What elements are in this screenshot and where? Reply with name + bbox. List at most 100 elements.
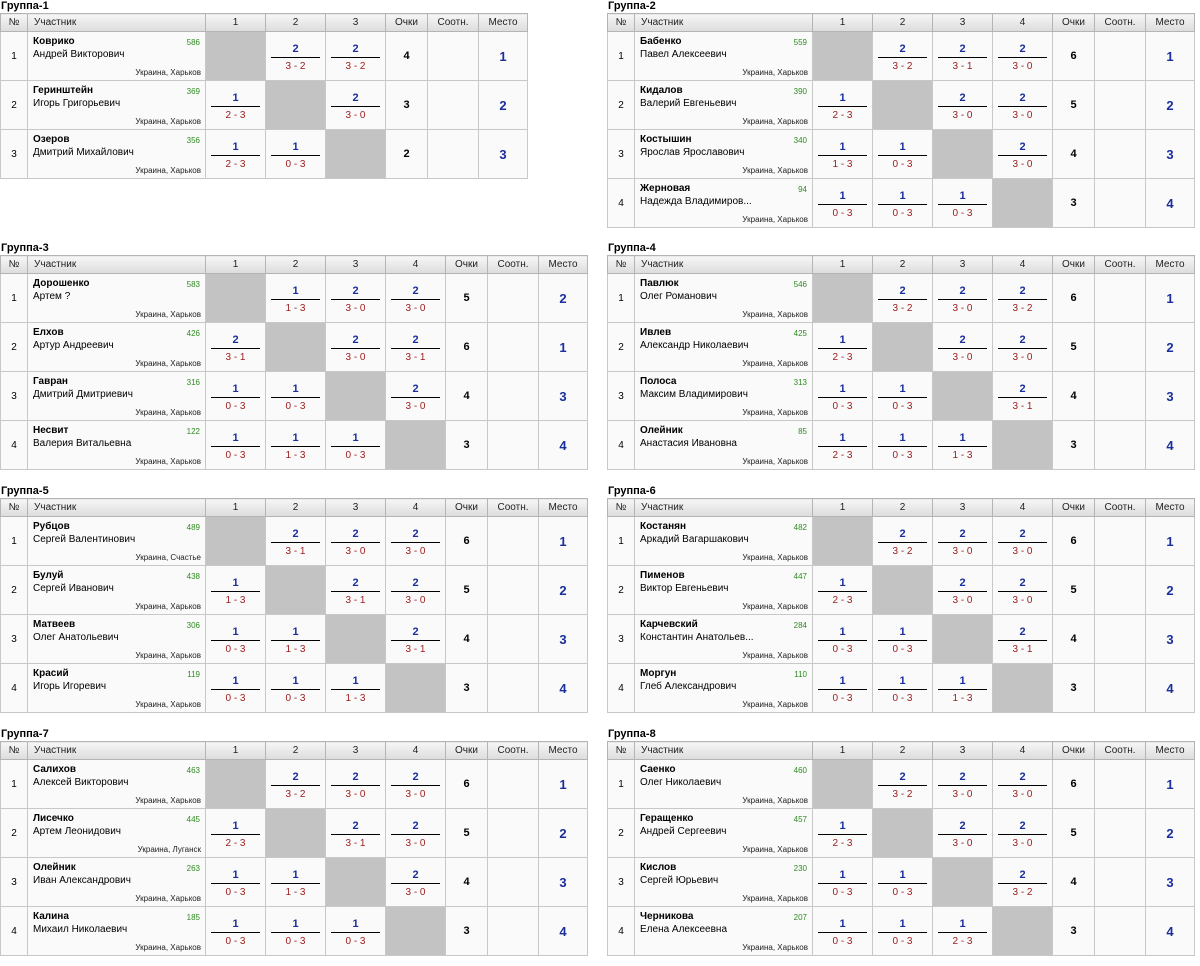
match-result-cell[interactable]: 1 0 - 3: [812, 371, 873, 421]
match-result-cell[interactable]: 1 1 - 3: [205, 565, 266, 615]
header-opponent-2[interactable]: 2: [872, 255, 933, 274]
match-result-cell[interactable]: 2 3 - 0: [325, 759, 386, 809]
header-no[interactable]: №: [0, 741, 28, 760]
match-result-cell[interactable]: 2 3 - 2: [992, 273, 1053, 323]
header-ratio[interactable]: Соотн.: [1094, 498, 1146, 517]
match-result-cell[interactable]: 2 3 - 0: [992, 31, 1053, 81]
header-ratio[interactable]: Соотн.: [487, 255, 539, 274]
header-no[interactable]: №: [607, 255, 635, 274]
header-opponent-4[interactable]: 4: [385, 498, 446, 517]
participant-cell[interactable]: Гавран Дмитрий Дмитриевич 316 Украина, Харь…: [27, 371, 206, 421]
match-result-cell[interactable]: 2 3 - 1: [325, 565, 386, 615]
player-last-name[interactable]: Кидалов: [640, 85, 683, 96]
participant-cell[interactable]: Олейник Иван Александрович 263 Украина, Хар…: [27, 857, 206, 907]
match-result-cell[interactable]: 1 0 - 3: [812, 857, 873, 907]
header-place[interactable]: Место: [1145, 13, 1195, 32]
header-participant[interactable]: Участник: [27, 498, 206, 517]
header-opponent-3[interactable]: 3: [932, 741, 993, 760]
header-place[interactable]: Место: [1145, 741, 1195, 760]
participant-cell[interactable]: Калина Михаил Николаевич 185 Украина, Харьк…: [27, 906, 206, 956]
header-points[interactable]: Очки: [1052, 498, 1095, 517]
player-last-name[interactable]: Озеров: [33, 134, 70, 145]
match-result-cell[interactable]: 2 3 - 0: [385, 565, 446, 615]
match-result-cell[interactable]: 2 3 - 1: [325, 808, 386, 858]
player-last-name[interactable]: Калина: [33, 911, 69, 922]
match-result-cell[interactable]: 2 3 - 0: [932, 322, 993, 372]
header-opponent-2[interactable]: 2: [872, 741, 933, 760]
header-participant[interactable]: Участник: [634, 13, 813, 32]
header-opponent-1[interactable]: 1: [812, 255, 873, 274]
match-result-cell[interactable]: 2 3 - 0: [932, 565, 993, 615]
match-result-cell[interactable]: 1 0 - 3: [812, 906, 873, 956]
match-result-cell[interactable]: 2 3 - 0: [992, 129, 1053, 179]
participant-cell[interactable]: Коврико Андрей Викторович 586 Украина, Харь…: [27, 31, 206, 81]
player-last-name[interactable]: Геринштейн: [33, 85, 93, 96]
match-result-cell[interactable]: 2 3 - 0: [992, 565, 1053, 615]
match-result-cell[interactable]: 2 3 - 2: [265, 31, 326, 81]
header-no[interactable]: №: [607, 13, 635, 32]
match-result-cell[interactable]: 1 0 - 3: [265, 371, 326, 421]
header-points[interactable]: Очки: [445, 255, 488, 274]
player-last-name[interactable]: Бабенко: [640, 36, 682, 47]
participant-cell[interactable]: Лисечко Артем Леонидович 445 Украина, Луган…: [27, 808, 206, 858]
header-place[interactable]: Место: [478, 13, 528, 32]
participant-cell[interactable]: Жерновая Надежда Владимиров... 94 Украина, …: [634, 178, 813, 228]
player-last-name[interactable]: Полоса: [640, 376, 677, 387]
player-last-name[interactable]: Ивлев: [640, 327, 672, 338]
participant-cell[interactable]: Озеров Дмитрий Михайлович 356 Украина, Харь…: [27, 129, 206, 179]
participant-cell[interactable]: Карчевский Константин Анатольев... 284 Укра…: [634, 614, 813, 664]
header-opponent-1[interactable]: 1: [205, 741, 266, 760]
participant-cell[interactable]: Дорошенко Артем ? 583 Украина, Харьков: [27, 273, 206, 323]
match-result-cell[interactable]: 1 0 - 3: [872, 906, 933, 956]
header-participant[interactable]: Участник: [634, 741, 813, 760]
match-result-cell[interactable]: 2 3 - 0: [385, 273, 446, 323]
match-result-cell[interactable]: 1 1 - 3: [265, 273, 326, 323]
match-result-cell[interactable]: 1 0 - 3: [812, 178, 873, 228]
match-result-cell[interactable]: 2 3 - 0: [325, 322, 386, 372]
player-last-name[interactable]: Матвеев: [33, 619, 76, 630]
match-result-cell[interactable]: 1 1 - 3: [265, 857, 326, 907]
match-result-cell[interactable]: 1 0 - 3: [205, 614, 266, 664]
participant-cell[interactable]: Елхов Артур Андреевич 426 Украина, Харьков: [27, 322, 206, 372]
participant-cell[interactable]: Павлюк Олег Романович 546 Украина, Харьков: [634, 273, 813, 323]
match-result-cell[interactable]: 1 0 - 3: [872, 371, 933, 421]
player-last-name[interactable]: Елхов: [33, 327, 64, 338]
player-last-name[interactable]: Коврико: [33, 36, 75, 47]
player-last-name[interactable]: Булуй: [33, 570, 64, 581]
participant-cell[interactable]: Булуй Сергей Иванович 438 Украина, Харьков: [27, 565, 206, 615]
match-result-cell[interactable]: 1 2 - 3: [812, 808, 873, 858]
match-result-cell[interactable]: 1 2 - 3: [812, 80, 873, 130]
participant-cell[interactable]: Геращенко Андрей Сергеевич 457 Украина, Хар…: [634, 808, 813, 858]
header-participant[interactable]: Участник: [27, 255, 206, 274]
participant-cell[interactable]: Пименов Виктор Евгеньевич 447 Украина, Харь…: [634, 565, 813, 615]
player-last-name[interactable]: Лисечко: [33, 813, 74, 824]
match-result-cell[interactable]: 1 0 - 3: [872, 663, 933, 713]
participant-cell[interactable]: Черникова Елена Алексеевна 207 Украина, Хар…: [634, 906, 813, 956]
player-last-name[interactable]: Салихов: [33, 764, 76, 775]
header-opponent-2[interactable]: 2: [265, 498, 326, 517]
match-result-cell[interactable]: 1 2 - 3: [812, 322, 873, 372]
match-result-cell[interactable]: 1 2 - 3: [205, 129, 266, 179]
match-result-cell[interactable]: 2 3 - 0: [385, 371, 446, 421]
player-last-name[interactable]: Рубцов: [33, 521, 70, 532]
match-result-cell[interactable]: 1 2 - 3: [932, 906, 993, 956]
header-place[interactable]: Место: [538, 498, 588, 517]
match-result-cell[interactable]: 2 3 - 0: [385, 516, 446, 566]
match-result-cell[interactable]: 2 3 - 0: [932, 516, 993, 566]
match-result-cell[interactable]: 2 3 - 0: [325, 516, 386, 566]
header-opponent-2[interactable]: 2: [265, 13, 326, 32]
header-opponent-4[interactable]: 4: [992, 741, 1053, 760]
header-opponent-1[interactable]: 1: [812, 498, 873, 517]
header-ratio[interactable]: Соотн.: [1094, 255, 1146, 274]
match-result-cell[interactable]: 2 3 - 2: [872, 759, 933, 809]
header-place[interactable]: Место: [538, 255, 588, 274]
match-result-cell[interactable]: 2 3 - 2: [992, 857, 1053, 907]
player-last-name[interactable]: Жерновая: [640, 183, 691, 194]
header-opponent-1[interactable]: 1: [205, 255, 266, 274]
match-result-cell[interactable]: 1 0 - 3: [205, 906, 266, 956]
player-last-name[interactable]: Гавран: [33, 376, 68, 387]
header-opponent-3[interactable]: 3: [325, 741, 386, 760]
header-opponent-3[interactable]: 3: [932, 498, 993, 517]
header-points[interactable]: Очки: [445, 741, 488, 760]
player-last-name[interactable]: Саенко: [640, 764, 676, 775]
